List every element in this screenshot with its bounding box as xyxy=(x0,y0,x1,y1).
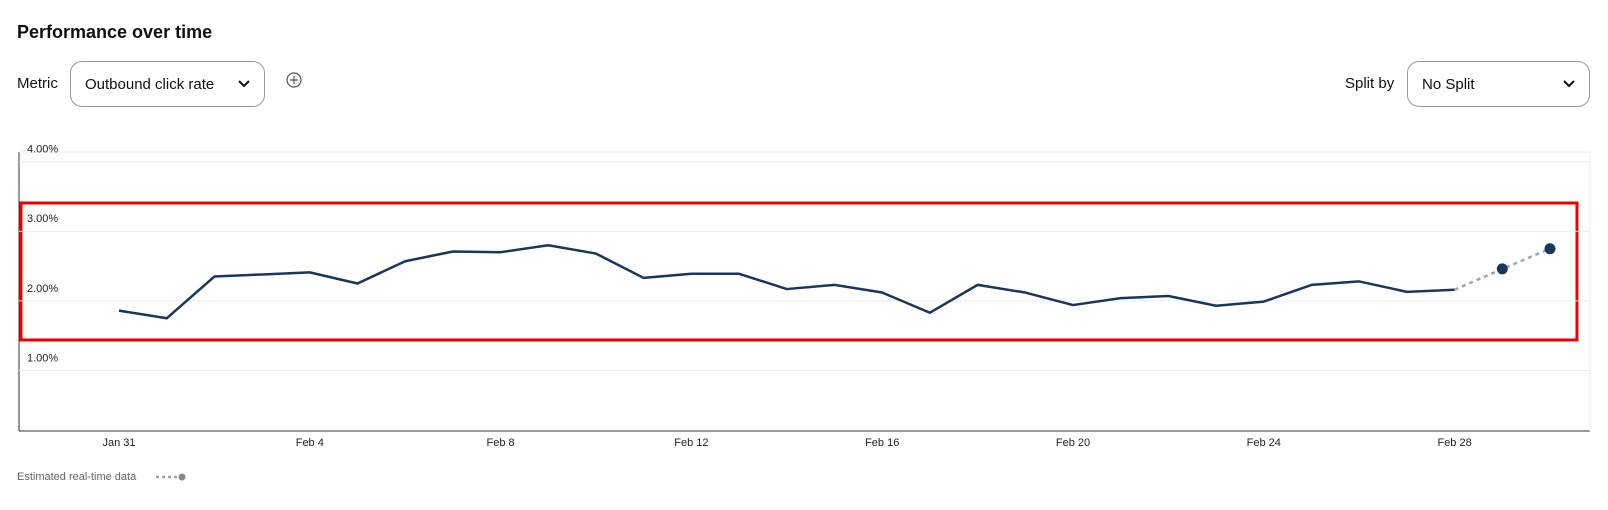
section-title: Performance over time xyxy=(17,22,213,42)
y-tick-label: 1.00% xyxy=(27,352,58,364)
x-tick-label: Feb 16 xyxy=(865,437,899,449)
chevron xyxy=(238,80,250,88)
estimated-point xyxy=(1496,263,1508,275)
chevron xyxy=(1563,80,1575,88)
legend-swatch-dot xyxy=(178,473,186,481)
split-dropdown[interactable]: No Split xyxy=(1407,61,1590,107)
y-tick-label: 2.00% xyxy=(27,283,58,295)
highlight-box xyxy=(19,201,1579,342)
metric-dropdown[interactable]: Outbound click rate xyxy=(70,61,265,107)
data-line xyxy=(118,243,1455,320)
x-tick-label: Feb 12 xyxy=(674,437,708,449)
x-tick-label: Feb 4 xyxy=(296,437,324,449)
x-tick-label: Feb 8 xyxy=(487,437,515,449)
estimated-line xyxy=(1454,247,1551,291)
y-tick-label: 3.00% xyxy=(27,213,58,225)
metric-label: Metric xyxy=(17,75,58,92)
x-tick-label: Feb 28 xyxy=(1437,437,1471,449)
x-tick-label: Feb 20 xyxy=(1056,437,1090,449)
split-label: Split by xyxy=(1345,75,1395,92)
x-tick-label: Jan 31 xyxy=(102,437,135,449)
legend-label: Estimated real-time data xyxy=(17,471,137,483)
x-tick-label: Feb 24 xyxy=(1247,437,1281,449)
metric-value: Outbound click rate xyxy=(85,75,215,93)
add-metric-button[interactable] xyxy=(285,71,303,89)
estimated-point xyxy=(1544,243,1556,255)
split-value: No Split xyxy=(1422,75,1475,93)
y-tick-label: 4.00% xyxy=(27,144,58,156)
